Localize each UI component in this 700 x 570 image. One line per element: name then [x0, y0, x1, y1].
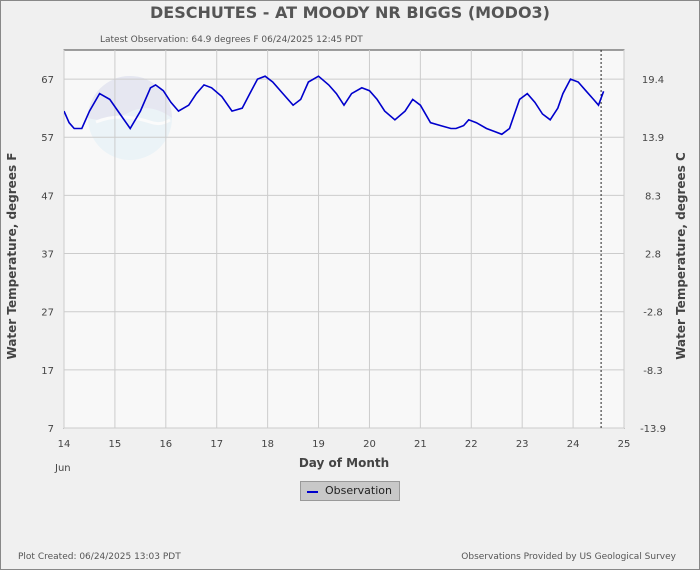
x-tick-label: 14 [58, 439, 71, 450]
latest-observation: Latest Observation: 64.9 degrees F 06/24… [100, 35, 363, 45]
y-tick-label-right: 8.3 [645, 191, 661, 202]
y-tick-label-left: 37 [41, 250, 54, 261]
plot-created: Plot Created: 06/24/2025 13:03 PDT [18, 552, 181, 562]
x-tick-label: 16 [159, 439, 172, 450]
y-tick-label-left: 7 [48, 424, 54, 435]
y-tick-label-right: 13.9 [642, 133, 664, 144]
y-tick-label-left: 17 [41, 366, 54, 377]
x-axis-title: Day of Month [299, 456, 389, 470]
plot-area [63, 49, 625, 429]
x-tick-label: 15 [109, 439, 122, 450]
y-tick-label-right: -2.8 [643, 308, 663, 319]
y-tick-label-left: 67 [41, 75, 54, 86]
y-tick-labels-right: -13.9 -8.3 -2.8 2.8 8.3 13.9 19.4 [640, 75, 666, 435]
x-tick-labels: 14 15 16 17 18 19 20 21 22 23 24 25 [58, 439, 631, 450]
chart-title: DESCHUTES - AT MOODY NR BIGGS (MODO3) [150, 3, 550, 22]
y-tick-label-left: 47 [41, 191, 54, 202]
y-tick-labels-left: 7 17 27 37 47 57 67 [41, 75, 54, 435]
y-tick-label-left: 57 [41, 133, 54, 144]
y-axis-title-left: Water Temperature, degrees F [5, 153, 19, 360]
y-tick-label-right: -13.9 [640, 424, 666, 435]
x-tick-label: 17 [210, 439, 223, 450]
x-tick-label: 20 [363, 439, 376, 450]
data-provider: Observations Provided by US Geological S… [461, 552, 676, 562]
y-tick-label-right: 2.8 [645, 250, 661, 261]
legend-label: Observation [325, 484, 392, 497]
x-tick-label: 24 [567, 439, 580, 450]
x-tick-label: 19 [312, 439, 325, 450]
grid [63, 50, 625, 429]
x-tick-label: 21 [414, 439, 427, 450]
y-tick-label-right: 19.4 [642, 75, 664, 86]
y-tick-label-right: -8.3 [643, 366, 663, 377]
legend: Observation [300, 481, 400, 501]
month-label: Jun [54, 463, 71, 474]
x-tick-label: 23 [516, 439, 529, 450]
y-tick-label-left: 27 [41, 308, 54, 319]
x-tick-label: 18 [261, 439, 274, 450]
x-tick-label: 25 [618, 439, 631, 450]
series-line-observation [64, 75, 605, 136]
legend-swatch [307, 491, 318, 493]
x-tick-label: 22 [465, 439, 478, 450]
y-axis-title-right: Water Temperature, degrees C [674, 152, 688, 360]
